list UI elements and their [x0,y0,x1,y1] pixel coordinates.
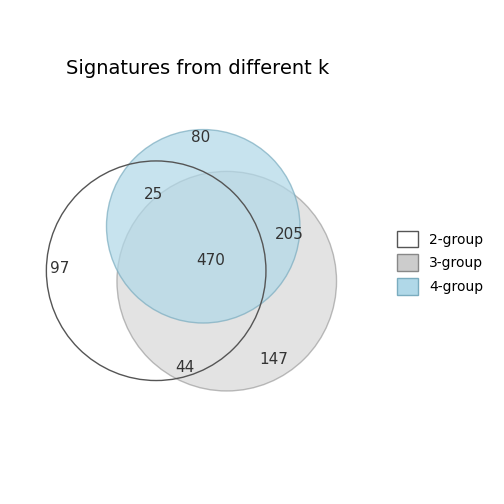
Text: 147: 147 [260,352,288,367]
Text: 97: 97 [50,261,69,276]
Text: 44: 44 [175,360,195,375]
Circle shape [106,130,300,323]
Text: 470: 470 [197,253,225,268]
Title: Signatures from different k: Signatures from different k [67,59,330,78]
Legend: 2-group, 3-group, 4-group: 2-group, 3-group, 4-group [392,225,489,301]
Text: 80: 80 [191,130,210,145]
Text: 25: 25 [144,187,163,203]
Circle shape [117,171,337,391]
Text: 205: 205 [275,227,304,241]
